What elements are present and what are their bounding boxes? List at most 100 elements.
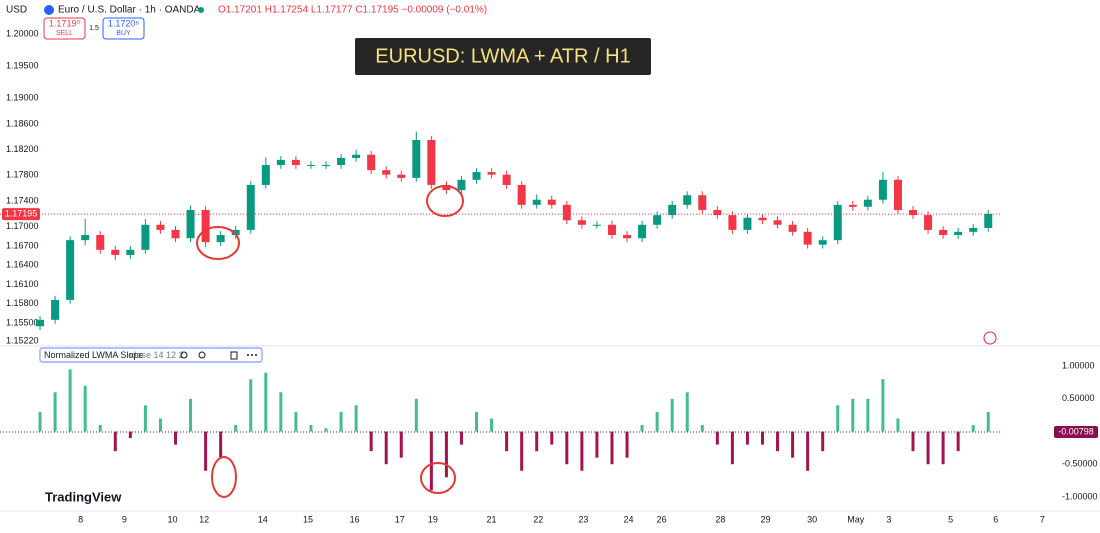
x-tick-label: 22 [533, 514, 543, 524]
histogram-bar [490, 418, 494, 432]
histogram-bar [821, 431, 825, 452]
last-price-tag [2, 208, 40, 221]
candle-body [818, 240, 827, 245]
sell-button[interactable] [43, 17, 86, 40]
more-icon[interactable] [255, 354, 257, 356]
delete-icon[interactable] [230, 351, 238, 360]
alert-icon[interactable] [983, 331, 997, 345]
candle-body [111, 249, 120, 255]
candle-body [291, 159, 300, 166]
histogram-bar [836, 405, 840, 432]
ohlc: O1.17201 H1.17254 L1.17177 C1.17195 −0.0… [218, 5, 487, 16]
candle-body [908, 209, 917, 216]
sell-label: SELL [56, 30, 73, 37]
x-tick-label: 15 [303, 514, 313, 524]
histogram-bar [204, 431, 208, 471]
histogram-bar [339, 411, 343, 432]
symbol-icon [44, 5, 54, 15]
histogram-bar [294, 411, 298, 432]
candle-body [36, 319, 45, 327]
more-icon[interactable] [251, 354, 253, 356]
candle-body [773, 220, 782, 225]
candle-body [592, 224, 601, 226]
candle-body [668, 204, 677, 216]
y-tick-label: 1.19500 [6, 60, 39, 70]
candle-body [246, 184, 255, 230]
histogram-bar [655, 411, 659, 432]
y-tick-label: -0.50000 [1062, 459, 1098, 469]
settings-icon[interactable] [198, 351, 206, 359]
candle-body [638, 224, 647, 239]
histogram-bar [384, 431, 388, 465]
histogram-bar [459, 431, 463, 445]
candle-body [924, 215, 933, 230]
x-tick-label: 14 [258, 514, 268, 524]
highlight-circle [196, 226, 240, 260]
highlight-circle [420, 462, 456, 494]
last-price-label: 1.17195 [5, 209, 38, 219]
histogram-bar [158, 418, 162, 432]
x-tick-label: 9 [122, 514, 127, 524]
y-tick-label: 1.17000 [6, 221, 39, 231]
more-icon[interactable] [247, 354, 249, 356]
indicator-legend[interactable] [39, 347, 263, 363]
x-tick-label: 26 [657, 514, 667, 524]
histogram-bar [670, 398, 674, 432]
candle-body [758, 217, 767, 221]
x-tick-label: 6 [993, 514, 998, 524]
histogram-bar [971, 424, 975, 432]
histogram-bar [550, 431, 554, 445]
candle-body [502, 174, 511, 185]
histogram-bar [866, 398, 870, 432]
x-tick-label: 10 [167, 514, 177, 524]
candle-body [382, 170, 391, 175]
indicator-title: Normalized LWMA Slope [44, 350, 143, 360]
candle-body [547, 199, 556, 205]
candle-body [322, 165, 331, 167]
histogram-bar [429, 431, 433, 491]
candle-body [276, 159, 285, 166]
buy-price: 1.1720⁵ [108, 18, 140, 28]
candle-body [367, 154, 376, 171]
histogram-bar [730, 431, 734, 465]
x-tick-label: 16 [350, 514, 360, 524]
histogram-bar [369, 431, 373, 452]
y-tick-label: 1.15800 [6, 298, 39, 308]
y-tick-label: 1.18600 [6, 118, 39, 128]
x-tick-label: 19 [428, 514, 438, 524]
buy-button[interactable] [102, 17, 145, 40]
indicator-params: close 14 12 2 [130, 350, 184, 360]
y-tick-label: 1.16400 [6, 260, 39, 270]
x-tick-label: 8 [78, 514, 83, 524]
y-tick-label: 0.50000 [1062, 393, 1095, 403]
highlight-circles [196, 185, 464, 498]
histogram-bar [926, 431, 930, 465]
histogram-bar [776, 431, 780, 452]
x-tick-label: 24 [624, 514, 634, 524]
x-tick-label: 23 [578, 514, 588, 524]
histogram-bar [189, 398, 193, 432]
histogram-bar [83, 385, 87, 432]
candle-body [66, 240, 75, 300]
candle-body [51, 299, 60, 320]
candle-body [457, 179, 466, 191]
candle-body [743, 217, 752, 230]
histogram-bar [685, 392, 689, 432]
candle-body [728, 215, 737, 230]
symbol[interactable]: Euro / U.S. Dollar · 1h · OANDA [58, 5, 201, 16]
candle-body [623, 235, 632, 239]
histogram-bar [309, 424, 313, 432]
x-tick-label: 17 [395, 514, 405, 524]
histogram-bar [113, 431, 117, 452]
candle-body [216, 235, 225, 243]
visibility-icon[interactable] [180, 351, 188, 359]
histogram-bar [354, 405, 358, 432]
candle-body [683, 195, 692, 205]
buy-label: BUY [116, 30, 131, 37]
annotation: EURUSD: LWMA + ATR / H1 [375, 45, 630, 67]
histogram-bar [535, 431, 539, 452]
y-tick-label: 1.17800 [6, 170, 39, 180]
candle-body [487, 172, 496, 175]
y-tick-label: -1.00000 [1062, 491, 1098, 501]
